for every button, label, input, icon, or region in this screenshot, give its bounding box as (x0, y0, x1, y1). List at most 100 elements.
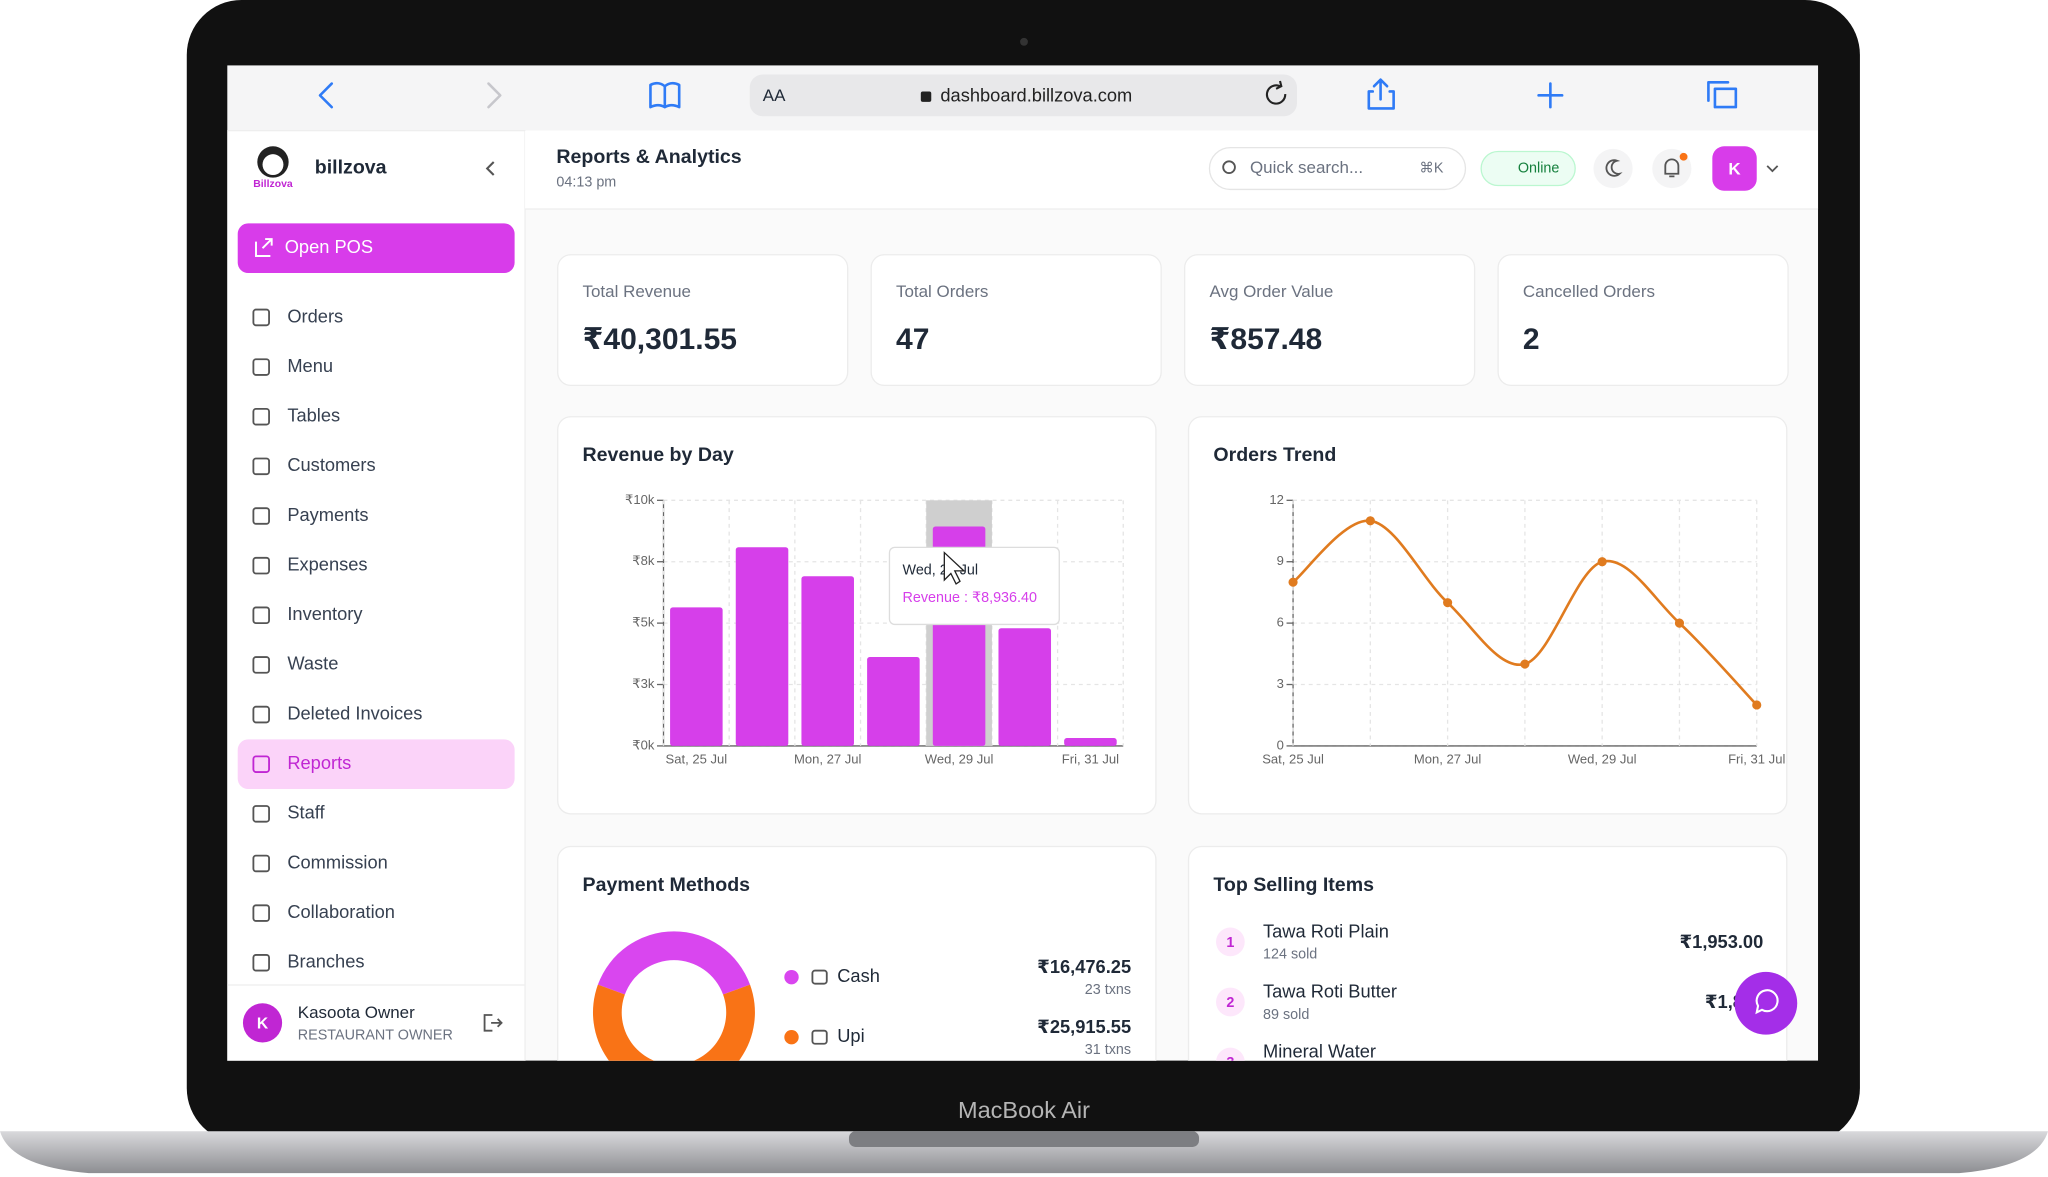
legend-dot (784, 969, 799, 985)
rank: 1 (1226, 935, 1234, 951)
rank-badge (1216, 927, 1245, 957)
collapse-button[interactable] (485, 161, 495, 176)
point[interactable] (1520, 659, 1530, 669)
y-tick-label: 12 (1269, 492, 1284, 507)
point[interactable] (1365, 516, 1375, 526)
item-amount: ₹1,953.00 (1679, 931, 1763, 952)
url: dashboard.billzova.com (940, 84, 1132, 105)
brand: billzova (315, 157, 388, 179)
stat-card (1497, 254, 1789, 387)
nav-item[interactable]: Customers (287, 454, 375, 475)
x-tick-label: Mon, 27 Jul (1414, 752, 1482, 767)
laptop-base (0, 1131, 2048, 1174)
y-tick-label: 0 (1277, 737, 1284, 752)
donut-slice[interactable] (592, 984, 755, 1094)
camera (1020, 37, 1028, 46)
nav-item[interactable]: Deleted Invoices (287, 702, 422, 723)
y-tick-label: ₹3k (632, 676, 655, 691)
legend-dot (784, 1030, 799, 1045)
y-tick-label: ₹5k (632, 615, 655, 630)
search-shortcut: ⌘K (1420, 160, 1444, 176)
user-initial: K (257, 1015, 269, 1032)
x-tick-label: Mon, 27 Jul (794, 752, 862, 767)
item-sold: 89 sold (1263, 1007, 1309, 1023)
tooltip-title: Wed, 29 Jul (903, 563, 979, 579)
open-pos-button[interactable] (237, 223, 515, 274)
search-box[interactable] (1208, 146, 1467, 191)
nav-item[interactable]: Payments (287, 504, 368, 525)
nav-item[interactable]: Orders (287, 305, 343, 326)
x-tick-label: Wed, 29 Jul (1568, 752, 1637, 767)
rank: 2 (1226, 995, 1234, 1011)
legend-value: ₹25,915.55 (1037, 1016, 1131, 1037)
logo-face (262, 154, 284, 176)
nav-item[interactable]: Menu (287, 355, 333, 376)
tabs-button[interactable] (1707, 80, 1738, 109)
nav-active-bg (237, 739, 515, 790)
bar[interactable] (735, 547, 789, 746)
card-title: Payment Methods (583, 874, 751, 896)
nav-item[interactable]: Staff (287, 802, 325, 823)
nav-item[interactable]: Branches (287, 951, 364, 972)
sidebar (227, 129, 526, 1061)
nav-item[interactable]: Inventory (287, 603, 363, 624)
tooltip-text: Revenue : ₹8,936.40 (903, 590, 1037, 606)
reload-button[interactable] (1265, 80, 1287, 105)
open-pos-icon (255, 238, 273, 258)
nav-icon (252, 556, 270, 575)
point[interactable] (1597, 557, 1607, 567)
chat-icon (1755, 989, 1779, 1015)
nav-icon (252, 457, 270, 476)
tooltip (888, 546, 1060, 626)
logout-button[interactable] (483, 1014, 503, 1032)
point[interactable] (1752, 700, 1762, 710)
point[interactable] (1443, 598, 1453, 608)
item-name: Tawa Roti Plain (1263, 921, 1389, 942)
moon-icon (1605, 159, 1623, 177)
search-placeholder: Quick search... (1250, 158, 1363, 177)
y-tick-label: ₹10k (625, 492, 655, 507)
url-bar[interactable] (749, 74, 1297, 117)
theme-button[interactable] (1593, 148, 1633, 189)
nav-icon (252, 705, 270, 724)
status-pill (1480, 150, 1576, 187)
nav-item[interactable]: Collaboration (287, 901, 395, 922)
bar[interactable] (670, 607, 723, 746)
rank-badge (1216, 987, 1245, 1017)
x-tick-label: Fri, 31 Jul (1728, 752, 1785, 767)
card (1187, 845, 1788, 1061)
stat-label: Total Revenue (583, 282, 691, 301)
item-sold: 124 sold (1263, 947, 1317, 963)
stat-card (870, 254, 1162, 387)
nav-icon (252, 308, 270, 327)
avatar-button[interactable] (1712, 146, 1757, 191)
nav-item[interactable]: Tables (287, 405, 340, 426)
user-role: RESTAURANT OWNER (298, 1028, 453, 1044)
bar[interactable] (1064, 738, 1117, 746)
bar[interactable] (998, 628, 1052, 746)
nav-item[interactable]: Reports (287, 752, 351, 773)
page-title: Reports & Analytics (556, 146, 741, 168)
bar[interactable] (801, 576, 854, 746)
forward-button[interactable] (487, 82, 502, 109)
new-tab-button[interactable] (1537, 82, 1564, 109)
back-button[interactable] (318, 82, 334, 109)
lock-icon (920, 91, 932, 102)
reader-button[interactable]: AA (763, 86, 786, 105)
chat-button[interactable] (1734, 971, 1798, 1035)
nav-icon (252, 904, 270, 922)
nav-item[interactable]: Expenses (287, 553, 367, 574)
point[interactable] (1674, 618, 1685, 628)
card-title: Top Selling Items (1213, 874, 1374, 896)
nav-item[interactable]: Waste (287, 653, 338, 674)
x-tick-label: Fri, 31 Jul (1062, 752, 1119, 767)
donut-slice[interactable] (597, 931, 751, 995)
bookmarks-button[interactable] (649, 81, 681, 109)
nav-item[interactable]: Commission (287, 851, 387, 872)
share-button[interactable] (1367, 78, 1395, 110)
point[interactable] (1288, 577, 1298, 587)
avatar-chevron[interactable] (1766, 165, 1779, 173)
bell-icon (1664, 158, 1680, 178)
bar[interactable] (867, 657, 920, 746)
